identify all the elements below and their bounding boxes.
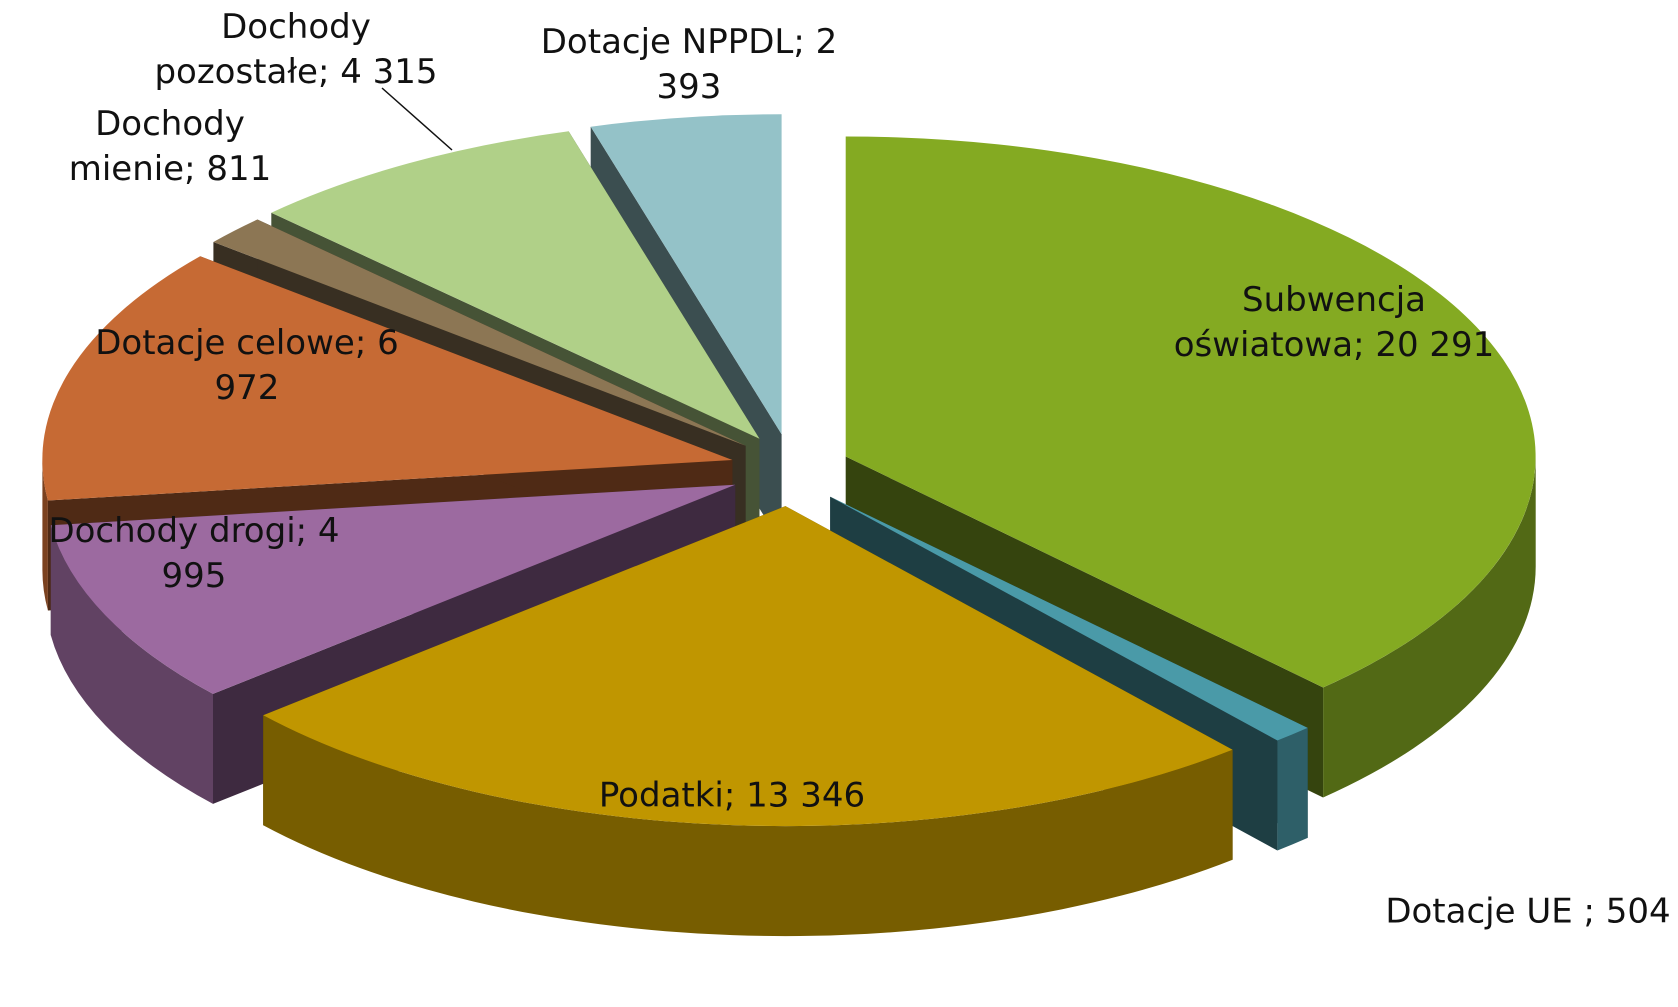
label-part: 20 291 [1375, 325, 1495, 365]
label-part: 6 972 [214, 323, 399, 408]
slice-side [50, 525, 213, 804]
data-label: Dotacje UE ; 504 [1318, 890, 1678, 935]
label-part: Subwencja oświatowa [1173, 280, 1426, 365]
slice [213, 219, 746, 446]
label-part: 4 995 [161, 511, 340, 596]
slice [830, 496, 1308, 741]
label-part: Dotacje NPPDL [540, 22, 794, 63]
data-label: Dotacje NPPDL; 2 393 [539, 20, 839, 110]
label-part: ; [723, 775, 747, 816]
slice [42, 256, 733, 501]
label-part: ; [1583, 891, 1606, 932]
slice [590, 114, 782, 435]
slice-side [1323, 456, 1536, 798]
label-part: Podatki [598, 775, 724, 816]
data-label: Subwencja oświatowa; 20 291 [1169, 278, 1499, 368]
slice [263, 506, 1233, 827]
slice-side [42, 460, 48, 611]
label-part: 13 346 [746, 775, 866, 816]
label-part: 811 [206, 149, 272, 189]
label-part: 4 315 [340, 52, 438, 92]
label-part: Dotacje celowe [95, 323, 355, 364]
slice [845, 136, 1536, 688]
slice-side [1277, 727, 1308, 851]
data-label: Dochody drogi; 4 995 [34, 509, 354, 599]
leader-line [381, 87, 453, 151]
slice [50, 484, 736, 694]
label-part: ; [184, 149, 207, 189]
label-part: ; [295, 511, 318, 552]
label-part: Dotacje UE [1385, 891, 1584, 932]
data-label: Podatki; 13 346 [522, 774, 942, 819]
data-label: Dochody pozostałe; 4 315 [146, 5, 446, 95]
label-part: Dochody pozostałe [154, 7, 371, 92]
slice [271, 131, 760, 439]
label-part: ; [1353, 325, 1376, 365]
label-part: 2 393 [656, 22, 838, 107]
label-part: ; [317, 52, 341, 92]
label-part: 504 [1605, 891, 1671, 932]
slice-side [263, 715, 1233, 937]
data-label: Dotacje celowe; 6 972 [87, 321, 407, 411]
label-part: ; [793, 22, 816, 63]
label-part: ; [354, 323, 378, 364]
label-part: Dochody mienie [68, 104, 245, 189]
data-label: Dochody mienie; 811 [55, 102, 285, 192]
label-part: Dochody drogi [48, 511, 296, 552]
